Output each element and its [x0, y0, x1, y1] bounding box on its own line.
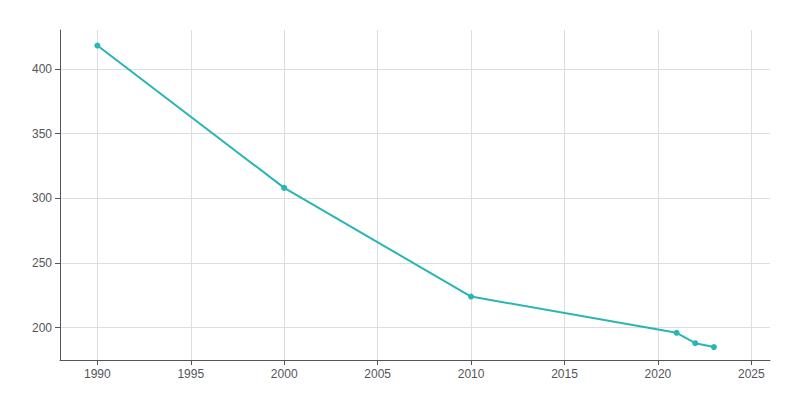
svg-text:2015: 2015 [551, 367, 578, 381]
svg-text:400: 400 [32, 62, 52, 76]
svg-text:2020: 2020 [645, 367, 672, 381]
svg-text:2000: 2000 [271, 367, 298, 381]
svg-text:2010: 2010 [458, 367, 485, 381]
svg-text:200: 200 [32, 321, 52, 335]
svg-text:1995: 1995 [177, 367, 204, 381]
svg-text:300: 300 [32, 191, 52, 205]
svg-text:250: 250 [32, 256, 52, 270]
svg-text:2005: 2005 [364, 367, 391, 381]
svg-text:1990: 1990 [84, 367, 111, 381]
svg-text:350: 350 [32, 127, 52, 141]
svg-text:2025: 2025 [738, 367, 765, 381]
